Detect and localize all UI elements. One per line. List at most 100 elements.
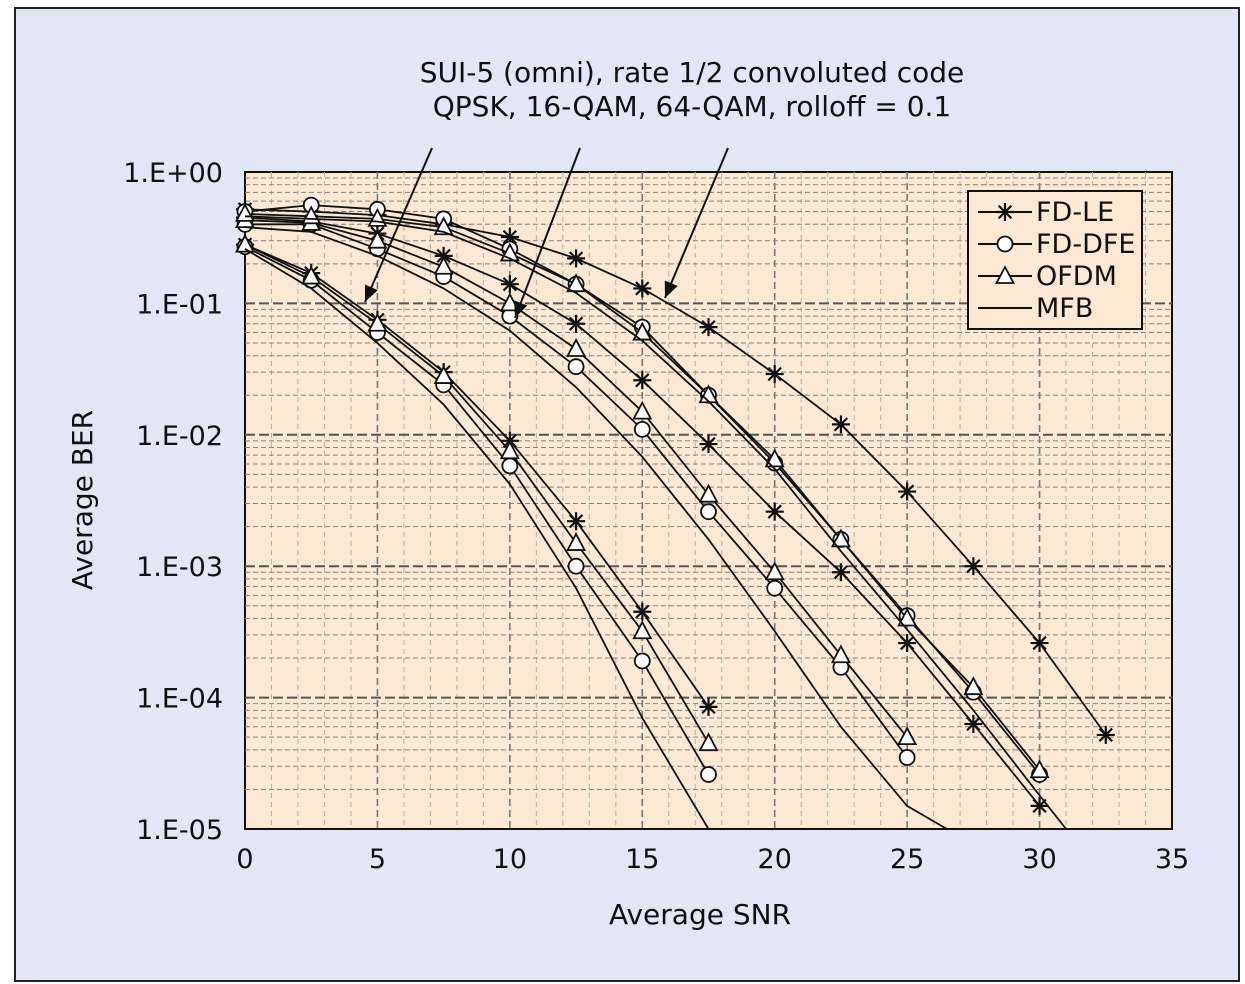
data-point [566, 273, 587, 293]
data-point [698, 732, 719, 752]
legend-marker-star [996, 203, 1014, 221]
data-point [698, 483, 719, 503]
x-tick-label: 10 [493, 844, 527, 875]
data-point [1030, 634, 1049, 653]
data-point [633, 420, 651, 438]
data-point [898, 482, 917, 501]
data-point [367, 229, 388, 249]
legend-label: FD-DFE [1036, 229, 1135, 260]
data-point [1030, 796, 1049, 815]
data-point [567, 557, 585, 575]
data-point [567, 249, 586, 268]
data-point [567, 512, 586, 531]
x-axis-label: Average SNR [609, 898, 791, 931]
annotation-arrow [664, 147, 729, 299]
series-line [244, 248, 710, 830]
series-mfb-qpsk [244, 248, 710, 830]
data-point [699, 435, 718, 454]
series-layer [235, 196, 1115, 830]
series-line [244, 245, 710, 775]
data-point [830, 644, 851, 664]
data-point [566, 338, 587, 357]
data-point [633, 279, 652, 298]
annotation-line-2: QPSK, 16-QAM, 64-QAM, rolloff = 0.1 [433, 90, 951, 123]
series-line [244, 243, 710, 744]
series-line [244, 226, 948, 830]
data-point [433, 216, 454, 236]
data-point [567, 358, 585, 376]
data-point [699, 318, 718, 337]
legend-item-fd-dfe: FD-DFE [978, 229, 1135, 260]
data-point [433, 255, 454, 275]
x-tick-label: 30 [1022, 844, 1056, 875]
series-mfb-64-qam [244, 215, 1067, 830]
data-point [301, 265, 322, 285]
data-point [766, 579, 784, 597]
data-point [632, 321, 653, 341]
annotation-arrows [364, 147, 729, 319]
x-tick-label: 25 [890, 844, 924, 875]
data-point [765, 502, 784, 521]
data-point [499, 440, 520, 460]
data-point [500, 275, 519, 294]
data-point [898, 749, 916, 766]
series-line [244, 243, 710, 708]
data-point [830, 528, 851, 548]
x-tick-label: 15 [625, 844, 659, 875]
series-line [244, 208, 1107, 736]
data-point [633, 602, 652, 621]
annotation-line-1: SUI-5 (omni), rate 1/2 convoluted code [420, 56, 965, 89]
series-mfb-16-qam [244, 226, 948, 830]
data-point [764, 561, 785, 581]
x-tick-label: 35 [1155, 844, 1189, 875]
data-point [700, 503, 717, 521]
tick-labels: 0 5 10 15 20 25 30 35 1.E+00 1.E-01 1.E-02 1.E-03 1.… [123, 158, 1189, 875]
annotation-arrow [514, 147, 581, 319]
x-tick-label: 20 [758, 844, 792, 875]
x-tick-label: 0 [236, 844, 253, 875]
data-point [898, 634, 917, 653]
data-point [700, 766, 717, 783]
data-point [566, 532, 587, 551]
y-tick-label: 1.E-03 [136, 552, 223, 583]
data-point [963, 676, 984, 696]
data-point [897, 607, 918, 627]
y-tick-label: 1.E-01 [136, 289, 223, 320]
x-tick-label: 5 [369, 844, 386, 875]
legend-marker-circle [996, 235, 1014, 253]
data-point [501, 457, 519, 475]
data-point [897, 726, 918, 746]
legend-item-ofdm: OFDM [978, 261, 1117, 292]
data-point [632, 620, 653, 640]
series-ofdm-qpsk [235, 233, 719, 752]
data-point [633, 652, 651, 670]
data-point [499, 292, 520, 312]
data-point [632, 400, 653, 420]
grid [245, 172, 1172, 829]
legend-box [967, 190, 1143, 330]
data-point [964, 557, 983, 576]
data-point [633, 371, 652, 390]
y-tick-label: 1.E-04 [136, 684, 223, 715]
legend-marker-triangle [995, 265, 1015, 284]
data-point [235, 233, 255, 253]
y-tick-label: 1.E+00 [123, 158, 223, 189]
y-tick-label: 1.E-05 [136, 815, 223, 846]
data-point [764, 448, 785, 468]
annotation-arrow [364, 147, 433, 303]
data-point [964, 714, 983, 733]
series-line [244, 215, 1067, 830]
legend-label: FD-LE [1036, 197, 1114, 228]
data-point [1096, 725, 1115, 744]
data-point [433, 365, 454, 384]
data-point [765, 365, 784, 384]
y-tick-label: 1.E-02 [136, 421, 223, 452]
legend-label: MFB [1036, 293, 1093, 324]
data-point [831, 415, 850, 434]
data-point [1029, 759, 1050, 779]
legend-item-mfb: MFB [978, 293, 1093, 324]
data-point [567, 314, 586, 333]
data-point [367, 312, 388, 332]
